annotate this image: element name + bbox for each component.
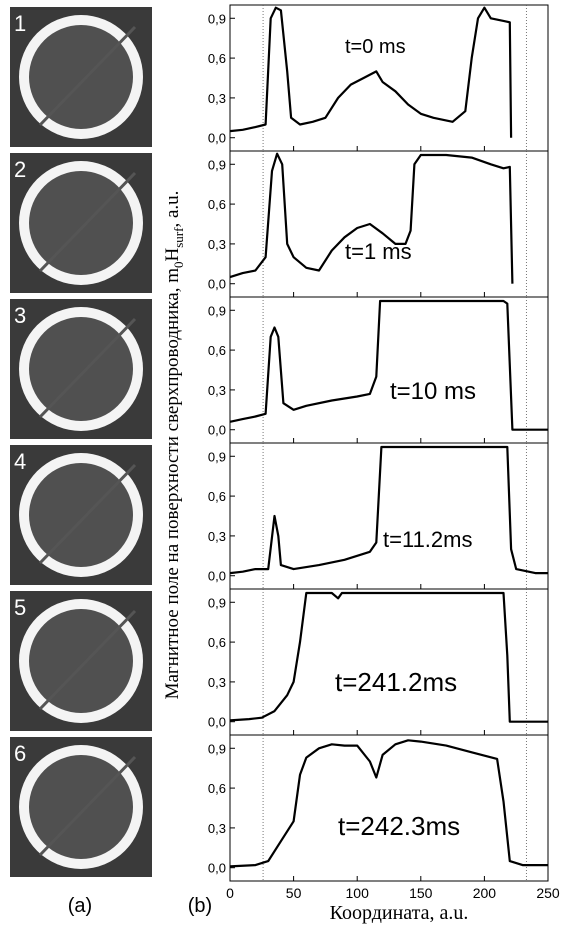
x-tick-label: 200 [473,885,497,901]
image-number: 3 [14,303,26,328]
diagonal [38,755,137,857]
y-label-part: H [162,248,183,262]
plot-frame [229,4,549,152]
mo-image: 3 [10,299,152,439]
plot-frame [229,296,549,444]
y-tick-label: 0,6 [208,343,226,358]
disc [10,153,152,293]
y-label-sub: 0 [171,262,186,269]
y-tick-label: 0,9 [208,11,226,26]
disc [10,591,152,731]
plot-frame [229,734,549,882]
x-tick-label: 100 [346,885,370,901]
y-tick-label: 0,3 [208,91,226,106]
y-tick-label: 0,6 [208,489,226,504]
y-tick-label: 0,9 [208,449,226,464]
x-tick-label: 0 [226,885,234,901]
y-tick-label: 0,0 [208,423,226,438]
mo-image: 1 [10,7,152,147]
annotation: t=0 ms [345,36,406,58]
y-tick-label: 0,0 [208,277,226,292]
data-line [229,299,548,431]
y-label-part: Магнитное поле на поверхности сверхпрово… [162,268,183,700]
y-tick-label: 0,6 [208,635,226,650]
y-label-sub: surf [171,227,186,248]
disc [10,445,152,585]
y-tick-label: 0,0 [208,861,226,876]
y-tick-label: 0,9 [208,303,226,318]
x-tick-label: 150 [409,885,433,901]
image-number: 1 [14,11,26,36]
plot-frame [229,588,549,736]
mo-image: 5 [10,591,152,731]
y-tick-label: 0,9 [208,595,226,610]
diagonal [38,171,137,273]
image-number: 6 [14,741,26,766]
disc [10,7,152,147]
panel-label: (a) [68,895,92,917]
y-label-part: , a.u. [162,191,183,228]
disc [10,299,152,439]
y-tick-label: 0,3 [208,383,226,398]
y-tick-label: 0,3 [208,821,226,836]
y-tick-label: 0,9 [208,741,226,756]
x-tick-label: 250 [536,885,560,901]
y-tick-label: 0,0 [208,715,226,730]
images: 1 2 3 4 5 6 [10,7,152,877]
y-tick-label: 0,0 [208,569,226,584]
data-line [229,739,548,868]
y-tick-label: 0,3 [208,675,226,690]
image-number: 5 [14,595,26,620]
annotation: t=1 ms [345,239,412,264]
disc [10,737,152,877]
y-tick-label: 0,3 [208,529,226,544]
y-tick-label: 0,6 [208,197,226,212]
mo-image: 2 [10,153,152,293]
image-number: 2 [14,157,26,182]
y-tick-label: 0,6 [208,781,226,796]
data-line [229,152,514,284]
x-tick-label: 50 [286,885,302,901]
diagonal [38,25,137,127]
y-tick-label: 0,0 [208,131,226,146]
y-tick-label: 0,3 [208,237,226,252]
data-line [229,591,548,723]
mo-image: 6 [10,737,152,877]
panel-label: (b) [188,895,212,917]
annotation: t=242.3ms [338,811,460,841]
y-tick-label: 0,9 [208,157,226,172]
diagonal [38,317,137,419]
image-number: 4 [14,449,26,474]
diagonal [38,463,137,565]
mo-image: 4 [10,445,152,585]
plot-frame [229,442,549,590]
y-tick-label: 0,6 [208,51,226,66]
annotation: t=241.2ms [335,667,457,697]
diagonal [38,609,137,711]
plot-frame [229,150,549,298]
data-line [229,445,548,575]
x-axis-label: Координата, a.u. [330,902,469,924]
data-line [229,6,513,138]
annotation: t=11.2ms [383,527,472,552]
y-axis-label: Магнитное поле на поверхности сверхпрово… [162,191,186,700]
annotation: t=10 ms [390,378,476,405]
